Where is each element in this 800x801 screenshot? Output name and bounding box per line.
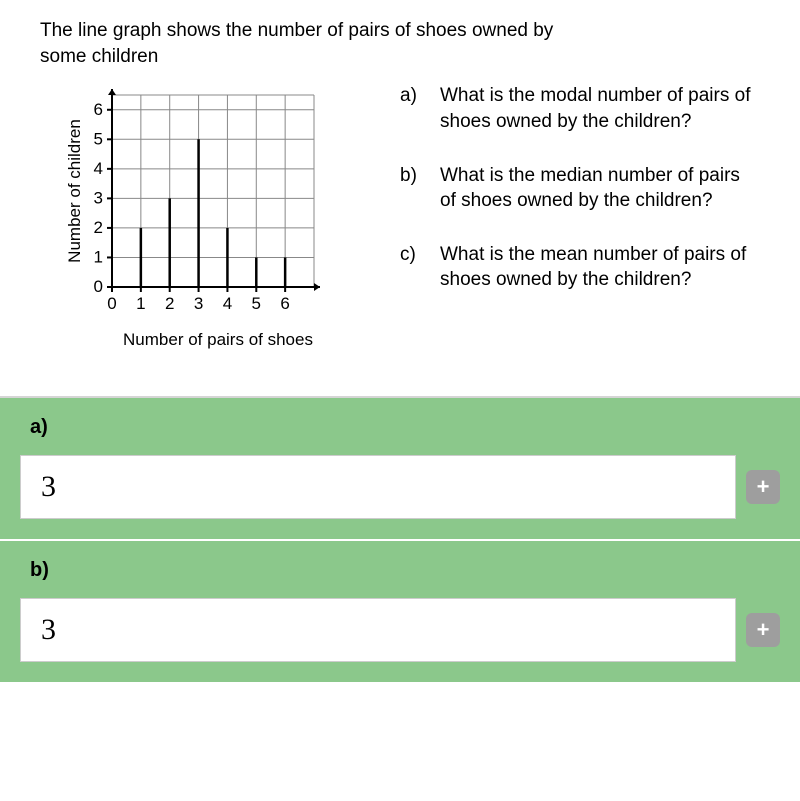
- question-c: c) What is the mean number of pairs of s…: [400, 242, 760, 293]
- plus-icon[interactable]: +: [746, 613, 780, 647]
- answer-label: b): [30, 559, 780, 582]
- question-letter: a): [400, 83, 422, 134]
- question-letter: c): [400, 242, 422, 293]
- question-intro: The line graph shows the number of pairs…: [40, 18, 560, 69]
- answer-input-row: 3 +: [20, 455, 780, 519]
- question-a: a) What is the modal number of pairs of …: [400, 83, 760, 134]
- svg-text:5: 5: [94, 130, 103, 149]
- questions-block: a) What is the modal number of pairs of …: [400, 83, 760, 321]
- chart-block: 01234560123456Number of children Number …: [68, 85, 368, 350]
- bar-chart: 01234560123456Number of children: [68, 85, 368, 321]
- svg-text:2: 2: [165, 294, 174, 313]
- answer-value: 3: [41, 613, 56, 647]
- svg-text:1: 1: [136, 294, 145, 313]
- answer-input-a[interactable]: 3: [20, 455, 736, 519]
- svg-text:2: 2: [94, 218, 103, 237]
- question-text: What is the mean number of pairs of shoe…: [440, 242, 760, 293]
- answer-input-b[interactable]: 3: [20, 598, 736, 662]
- svg-text:5: 5: [252, 294, 261, 313]
- svg-text:6: 6: [94, 100, 103, 119]
- answer-label: a): [30, 416, 780, 439]
- x-axis-label: Number of pairs of shoes: [68, 330, 368, 350]
- svg-text:3: 3: [94, 189, 103, 208]
- chart-and-questions-row: 01234560123456Number of children Number …: [40, 83, 760, 350]
- answer-input-row: 3 +: [20, 598, 780, 662]
- question-letter: b): [400, 163, 422, 214]
- svg-text:6: 6: [280, 294, 289, 313]
- svg-text:3: 3: [194, 294, 203, 313]
- answers-area: a) 3 + b) 3 +: [0, 396, 800, 684]
- question-text: What is the median number of pairs of sh…: [440, 163, 760, 214]
- svg-text:0: 0: [94, 277, 103, 296]
- question-text: What is the modal number of pairs of sho…: [440, 83, 760, 134]
- answer-value: 3: [41, 470, 56, 504]
- svg-text:1: 1: [94, 248, 103, 267]
- plus-icon[interactable]: +: [746, 470, 780, 504]
- svg-text:0: 0: [107, 294, 116, 313]
- svg-text:4: 4: [223, 294, 232, 313]
- question-section: The line graph shows the number of pairs…: [0, 0, 800, 370]
- answer-block-b: b) 3 +: [0, 541, 800, 684]
- svg-text:Number of children: Number of children: [68, 119, 84, 263]
- svg-text:4: 4: [94, 159, 103, 178]
- answer-block-a: a) 3 +: [0, 398, 800, 541]
- question-b: b) What is the median number of pairs of…: [400, 163, 760, 214]
